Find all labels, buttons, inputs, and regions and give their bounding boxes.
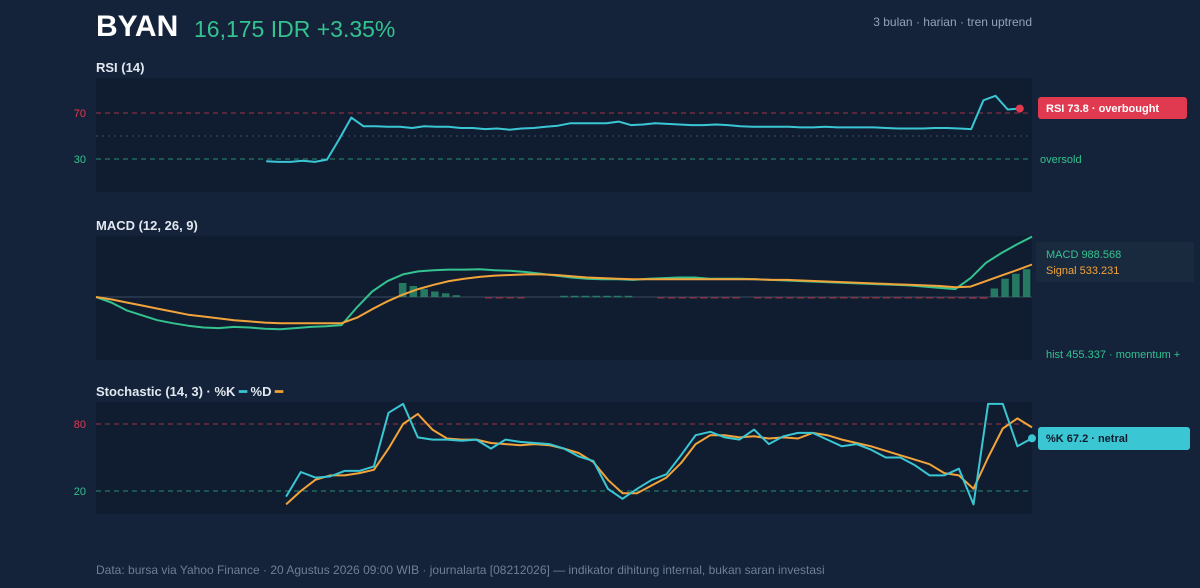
macd-hist-bar — [915, 297, 923, 299]
macd-hist-bar — [947, 297, 955, 299]
rsi-title: RSI (14) — [96, 60, 145, 75]
macd-hist-bar — [506, 297, 514, 299]
stoch-last-point — [1028, 434, 1036, 443]
macd-hist-bar — [614, 295, 622, 298]
k-legend-swatch: ━ — [239, 384, 247, 399]
macd-hist-bar — [484, 297, 493, 299]
macd-hist-bar — [818, 297, 826, 299]
macd-hist-bar — [657, 297, 665, 299]
hist-value-label: hist 455.337 · momentum + — [1046, 349, 1180, 361]
macd-hist-bar — [872, 297, 880, 299]
rsi-tick-70: 70 — [74, 108, 86, 120]
stoch-tick-80: 80 — [74, 419, 86, 431]
macd-hist-bar — [796, 297, 805, 299]
macd-hist-bar — [775, 297, 783, 299]
macd-hist-bar — [581, 295, 590, 298]
macd-hist-bar — [1001, 278, 1009, 297]
macd-hist-bar — [571, 295, 579, 298]
stoch-title: Stochastic (14, 3) · %K — [96, 384, 236, 399]
d-legend-swatch: ━ — [275, 384, 283, 399]
macd-hist-bar — [807, 297, 816, 299]
macd-hist-bar — [829, 297, 837, 299]
macd-hist-bar — [904, 297, 912, 299]
macd-hist-bar — [517, 297, 525, 299]
macd-hist-bar — [603, 295, 611, 298]
macd-hist-bar — [592, 295, 600, 298]
signal-line — [95, 263, 1033, 325]
macd-hist-bar — [431, 291, 439, 297]
signal-value-label: Signal 533.231 — [1046, 265, 1119, 277]
footer-note: Data: bursa via Yahoo Finance · 20 Agust… — [96, 563, 825, 577]
macd-hist-bar — [452, 295, 461, 297]
stoch-tick-20: 20 — [74, 486, 86, 498]
rsi-badge — [1038, 97, 1187, 119]
macd-title: MACD (12, 26, 9) — [96, 218, 198, 233]
macd-panel — [96, 236, 1032, 360]
stoch-badge-text: %K 67.2 · netral — [1046, 433, 1128, 445]
macd-value-label: MACD 988.568 — [1046, 249, 1121, 261]
rsi-badge-text: RSI 73.8 · overbought — [1046, 103, 1159, 115]
macd-hist-bar — [883, 297, 891, 299]
macd-hist-bar — [764, 297, 773, 299]
ticker-symbol: BYAN — [96, 10, 179, 43]
macd-hist-bar — [624, 295, 633, 298]
macd-hist-bar — [710, 297, 719, 299]
macd-hist-bar — [979, 297, 988, 299]
macd-hist-bar — [990, 288, 999, 297]
price-change: 16,175 IDR +3.35% — [194, 16, 396, 42]
macd-hist-bar — [495, 297, 504, 299]
macd-hist-bar — [786, 297, 794, 299]
rsi-line — [266, 94, 1020, 163]
macd-hist-bar — [560, 295, 568, 298]
macd-hist-bar — [398, 283, 407, 297]
stoch-title-row: Stochastic (14, 3) · %K ━ %D ━ — [96, 384, 283, 400]
macd-hist-bar — [926, 297, 934, 299]
macd-hist-bar — [1012, 273, 1020, 297]
macd-hist-bar — [753, 297, 762, 299]
macd-hist-bar — [969, 297, 977, 299]
period-info: 3 bulan · harian · tren uptrend — [873, 15, 1032, 29]
macd-hist-bar — [958, 297, 966, 299]
macd-hist-bar — [732, 297, 740, 299]
macd-hist-bar — [840, 297, 848, 299]
macd-hist-bar — [721, 297, 730, 299]
macd-hist-bar — [678, 297, 687, 299]
macd-info-box — [1036, 242, 1194, 282]
macd-hist-bar — [420, 289, 428, 297]
macd-hist-bar — [667, 297, 676, 299]
macd-hist-bar — [441, 293, 450, 297]
macd-hist-bar — [1022, 269, 1031, 297]
rsi-oversold-label: oversold — [1040, 154, 1082, 166]
rsi-panel — [96, 78, 1032, 192]
stoch-panel — [96, 402, 1032, 514]
stoch-badge — [1038, 427, 1190, 450]
rsi-tick-30: 30 — [74, 154, 86, 166]
d-legend-label: %D — [250, 384, 272, 399]
macd-hist-bar — [700, 297, 708, 299]
rsi-last-point — [1015, 104, 1024, 113]
macd-hist-bar — [689, 297, 697, 299]
macd-hist-bar — [850, 297, 859, 299]
macd-hist-bar — [861, 297, 869, 299]
stoch-k-line — [285, 402, 1033, 506]
macd-hist-bar — [893, 297, 902, 299]
macd-hist-bar — [936, 297, 945, 299]
